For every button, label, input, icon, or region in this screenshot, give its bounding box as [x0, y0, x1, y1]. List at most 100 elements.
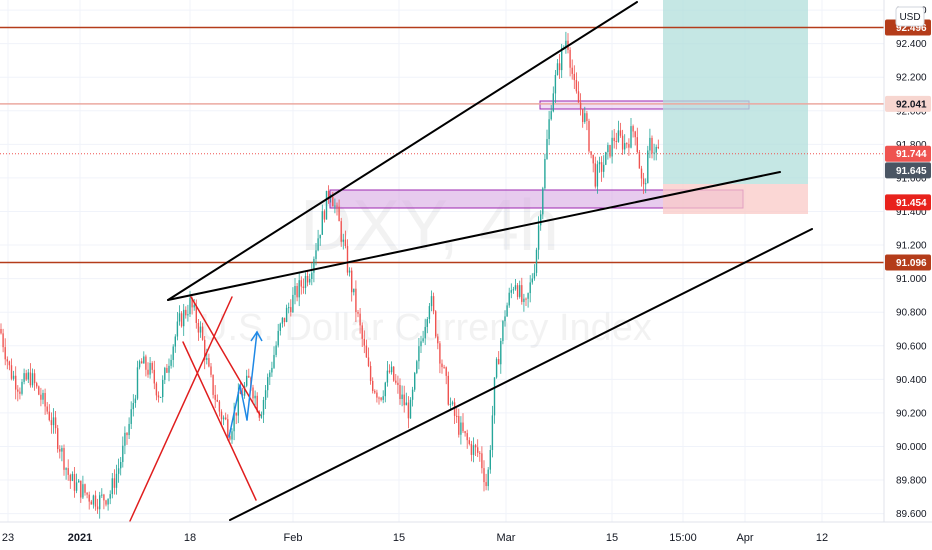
- candle-body: [107, 498, 109, 505]
- candle-body: [422, 338, 424, 342]
- candle-body: [206, 358, 208, 360]
- candle-body: [418, 346, 420, 362]
- candle-body: [65, 468, 67, 470]
- candle-body: [519, 285, 521, 297]
- candle-body: [178, 313, 181, 322]
- candle-body: [508, 292, 510, 306]
- candle-body: [29, 372, 32, 386]
- candle-body: [548, 119, 550, 140]
- price-tag-label: 91.096: [896, 258, 927, 269]
- time-tick-label: Apr: [736, 532, 753, 544]
- candle-body: [491, 415, 494, 451]
- candle-body: [124, 432, 126, 446]
- candle-body: [84, 484, 86, 493]
- candle-body: [38, 386, 40, 395]
- candle-body: [554, 74, 557, 94]
- candle-body: [195, 305, 197, 323]
- candle-body: [264, 390, 267, 400]
- candle-body: [59, 449, 61, 452]
- price-tag-box: [885, 162, 931, 179]
- candle-body: [222, 417, 225, 420]
- candle-body: [533, 272, 536, 279]
- candle-body: [231, 431, 233, 440]
- candle-body: [512, 289, 515, 291]
- candle-body: [640, 168, 643, 179]
- candle-body: [128, 423, 130, 436]
- candles: [0, 31, 659, 519]
- candle-body: [323, 211, 326, 220]
- candle-body: [516, 285, 519, 297]
- candle-body: [120, 462, 122, 469]
- candle-body: [210, 366, 212, 375]
- candle-body: [477, 447, 479, 453]
- price-tick-label: 90.000: [896, 442, 927, 453]
- candle-body: [52, 417, 55, 426]
- candle-body: [493, 377, 496, 416]
- candle-body: [279, 323, 281, 331]
- candle-body: [33, 373, 36, 384]
- candle-body: [607, 145, 609, 153]
- candle-body: [357, 312, 359, 314]
- candle-body: [248, 375, 250, 378]
- candle-body: [401, 394, 403, 400]
- candle-body: [302, 286, 305, 288]
- candle-body: [36, 383, 38, 387]
- candle-body: [558, 63, 561, 71]
- candle-body: [529, 282, 531, 294]
- candle-body: [130, 409, 132, 424]
- candle-body: [90, 501, 92, 505]
- candle-body: [537, 225, 540, 250]
- candle-body: [630, 126, 632, 148]
- candle-body: [283, 317, 286, 323]
- candle-body: [407, 402, 410, 419]
- candle-body: [634, 131, 636, 138]
- price-tick-label: 91.400: [896, 207, 927, 218]
- trend-line: [229, 228, 813, 521]
- candle-body: [594, 163, 596, 187]
- candle-body: [103, 494, 105, 501]
- candle-body: [0, 328, 2, 334]
- candle-body: [569, 49, 571, 68]
- candle-body: [214, 394, 216, 400]
- price-tick-label: 92.400: [896, 39, 927, 50]
- candle-body: [321, 211, 323, 235]
- candle-body: [441, 363, 443, 368]
- candle-body: [466, 433, 468, 441]
- candle-body: [470, 443, 473, 455]
- candle-body: [10, 365, 13, 379]
- candle-body: [382, 396, 384, 400]
- candle-body: [487, 469, 489, 487]
- price-tick-label: 89.600: [896, 509, 927, 520]
- candle-body: [313, 258, 315, 273]
- candle-body: [80, 480, 82, 498]
- candle-body: [386, 370, 389, 383]
- candle-body: [657, 146, 659, 149]
- candle-body: [485, 482, 487, 487]
- candle-body: [254, 395, 256, 399]
- candle-body: [338, 206, 340, 222]
- candle-body: [138, 361, 141, 368]
- candle-body: [220, 411, 223, 420]
- price-axis[interactable]: 92.60092.40092.20092.00091.80091.60091.4…: [883, 0, 932, 522]
- candle-body: [216, 399, 218, 402]
- candle-body: [514, 285, 517, 290]
- price-tag-label: 92.496: [896, 23, 927, 34]
- price-tag-label: 92.041: [896, 99, 927, 110]
- candle-body: [399, 385, 401, 400]
- candle-body: [544, 158, 546, 189]
- candle-body: [535, 249, 538, 273]
- currency-button[interactable]: USD: [895, 6, 925, 27]
- candle-body: [498, 359, 500, 365]
- price-tick-label: 91.200: [896, 241, 927, 252]
- candle-body: [275, 345, 277, 355]
- trend-line: [182, 341, 257, 501]
- candle-body: [460, 422, 462, 435]
- candle-body: [168, 365, 170, 373]
- candle-body: [15, 375, 17, 390]
- candle-body: [46, 406, 48, 412]
- candle-body: [437, 336, 439, 344]
- time-axis[interactable]: 23 2021 18 Feb 15 Mar 15 15:00 Apr 12: [0, 521, 932, 550]
- candle-body: [342, 239, 344, 242]
- time-tick-label: 23: [2, 532, 14, 544]
